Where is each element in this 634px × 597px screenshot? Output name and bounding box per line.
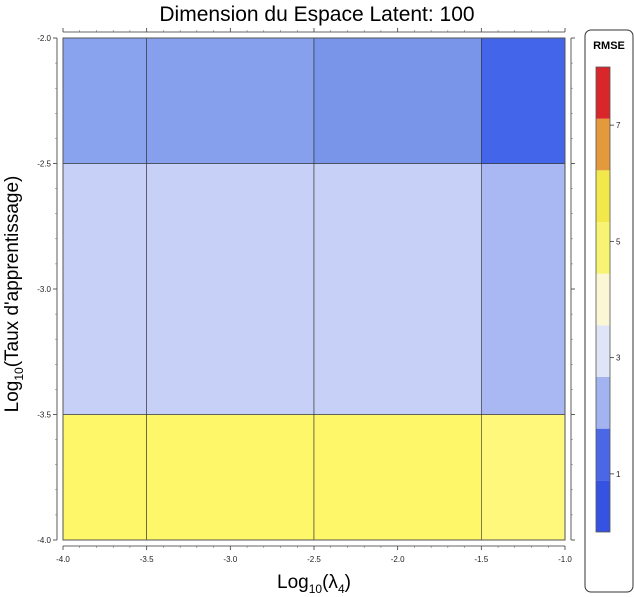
y-axis-label-log: Log — [2, 381, 23, 413]
x-axis-label-log: Log — [277, 572, 309, 593]
legend-frame — [595, 66, 611, 533]
legend-tick-label: 5 — [616, 237, 621, 246]
heatmap-cell — [146, 163, 315, 415]
y-tick-label: -3.5 — [37, 411, 51, 420]
chart-title: Dimension du Espace Latent: 100 — [159, 3, 474, 26]
legend-band — [596, 222, 610, 274]
heatmap-cell — [481, 414, 566, 541]
legend-tick-label: 1 — [616, 470, 621, 479]
y-tick-label: -2.5 — [37, 160, 51, 169]
y-tick-label: -4.0 — [37, 536, 51, 545]
heatmap-cells — [62, 37, 566, 541]
x-tick-label: -1.0 — [558, 555, 572, 564]
heatmap-cell — [481, 163, 566, 415]
legend-band — [596, 67, 610, 119]
heatmap-cell — [62, 37, 147, 164]
x-tick-label: -3.0 — [223, 555, 237, 564]
x-axis-label: Log10(λ4) — [277, 572, 351, 596]
x-tick-label: -1.5 — [474, 555, 488, 564]
legend-band — [596, 273, 610, 326]
legend-band — [596, 480, 610, 532]
legend-band — [596, 170, 610, 222]
y-tick-label: -2.0 — [37, 34, 51, 43]
y-axis-label-base: 10 — [12, 367, 26, 381]
legend-band — [596, 377, 610, 429]
x-tick-label: -4.0 — [56, 555, 70, 564]
heatmap-cell — [481, 37, 566, 164]
legend-bands — [596, 67, 610, 532]
plot-frame — [62, 37, 566, 541]
heatmap-cell — [146, 37, 315, 164]
x-axis-label-close: ) — [345, 572, 351, 593]
heatmap-cell — [313, 37, 482, 164]
heatmap-cell — [62, 163, 147, 415]
legend-tick-label: 3 — [616, 354, 621, 363]
legend-band — [596, 428, 610, 481]
color-legend: RMSE 1 3 5 7 — [584, 29, 634, 593]
heatmap-cell — [146, 414, 315, 541]
x-axis-label-var-sub: 4 — [338, 582, 345, 596]
x-axis-label-base: 10 — [309, 582, 323, 596]
legend-title: RMSE — [593, 40, 625, 52]
heatmap-cell — [313, 163, 482, 415]
heatmap-cell — [313, 414, 482, 541]
y-tick-label: -3.0 — [37, 285, 51, 294]
axes: -4.0 -3.5 -3.0 -2.5 -2.0 -1.5 -1.0 -4.0 -3.5 -3.0… — [37, 28, 575, 564]
heatmap-cell — [62, 414, 147, 541]
y-axis-label: Log10(Taux d'apprentissage) — [2, 176, 26, 413]
legend-tick-label: 7 — [616, 121, 621, 130]
legend-band — [596, 325, 610, 377]
x-axis-label-var: (λ — [322, 572, 338, 593]
legend-ticks: 1 3 5 7 — [610, 121, 621, 479]
legend-band — [596, 118, 610, 171]
x-tick-label: -2.5 — [307, 555, 321, 564]
x-tick-label: -3.5 — [140, 555, 154, 564]
x-tick-label: -2.0 — [391, 555, 405, 564]
y-axis-label-var: (Taux d'apprentissage) — [2, 176, 23, 368]
